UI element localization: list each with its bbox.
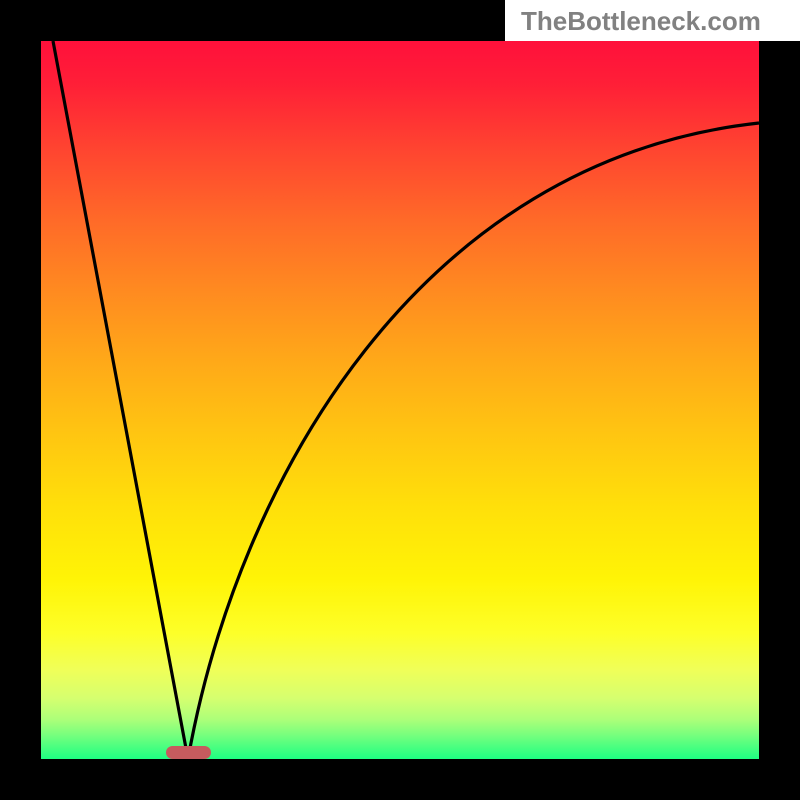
chart-canvas: TheBottleneck.com xyxy=(0,0,800,800)
optimal-range-pill xyxy=(166,746,211,759)
bottleneck-curve xyxy=(0,0,800,800)
